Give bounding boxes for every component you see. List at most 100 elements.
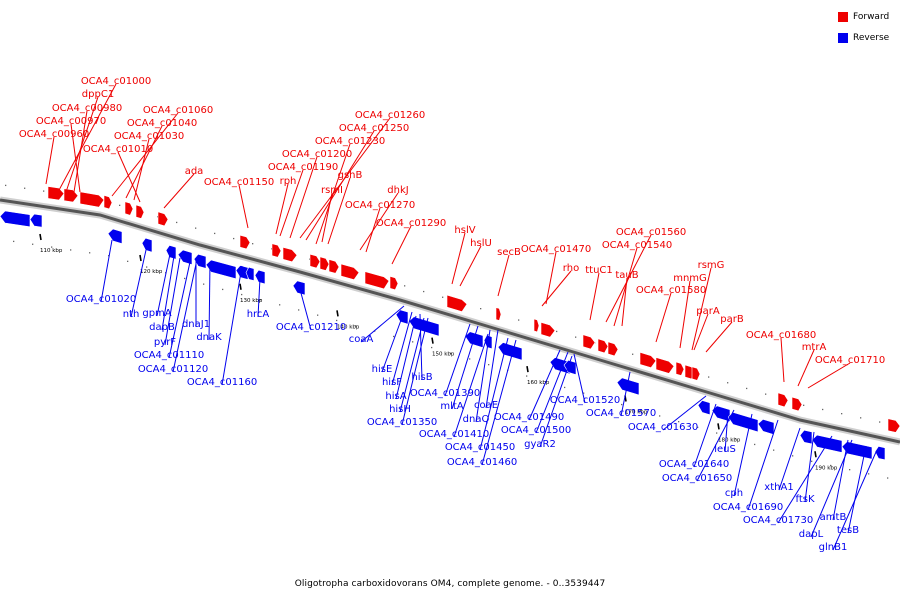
guide-dot — [195, 227, 197, 229]
reverse-swatch — [838, 33, 848, 43]
guide-dot — [879, 421, 881, 423]
guide-dot — [564, 386, 566, 389]
forward-swatch — [838, 12, 848, 22]
reverse-label: hisE — [372, 364, 393, 375]
map-caption: Oligotropha carboxidovorans OM4, complet… — [294, 579, 606, 589]
reverse-label: OCA4_c01630 — [628, 422, 698, 433]
tick-mark — [814, 451, 817, 458]
leader-line — [747, 419, 779, 511]
guide-dot — [659, 415, 661, 417]
leader-line — [541, 270, 572, 307]
forward-gene — [777, 392, 789, 408]
forward-label: OCA4_c00970 — [36, 116, 106, 127]
guide-dot — [640, 409, 642, 411]
guide-dot — [556, 330, 558, 333]
forward-label: OCA4_c01580 — [636, 285, 706, 296]
guide-dot — [792, 455, 794, 457]
leader-line — [117, 151, 141, 203]
leader-line — [279, 169, 304, 237]
guide-dot — [423, 290, 425, 293]
guide-dot — [716, 432, 718, 434]
guide-dot — [754, 443, 756, 446]
leader-line — [45, 136, 55, 185]
tick-label: 140 kbp — [337, 324, 360, 330]
reverse-label: coaE — [474, 400, 498, 411]
forward-gene — [691, 366, 701, 381]
guide-dot — [811, 460, 813, 462]
guide-dot — [442, 296, 444, 298]
leader-line — [164, 257, 181, 346]
reverse-label: hisF — [382, 377, 402, 388]
guide-dot — [841, 413, 843, 415]
leader-line — [691, 267, 712, 351]
reverse-gene — [235, 265, 249, 280]
leader-line — [679, 280, 691, 349]
leader-line — [391, 225, 412, 265]
leader-line — [589, 272, 600, 321]
leader-line — [497, 254, 510, 297]
leader-line — [847, 445, 867, 534]
tick-mark — [717, 423, 720, 430]
forward-label: rph — [280, 176, 297, 187]
guide-dot — [43, 190, 45, 192]
leader-line — [168, 261, 191, 359]
reverse-label: OCA4_c01410 — [419, 429, 489, 440]
guide-dot — [849, 469, 851, 471]
forward-label: OCA4_c01560 — [616, 227, 686, 238]
leader-line — [613, 247, 638, 327]
guide-dot — [746, 387, 748, 390]
reverse-gene — [711, 405, 731, 423]
guide-dot — [860, 417, 862, 419]
leader-line — [163, 173, 195, 209]
tick-label: 110 kbp — [40, 248, 63, 254]
guide-dot — [887, 477, 889, 479]
forward-gene — [124, 201, 134, 216]
forward-label: hslU — [470, 238, 492, 249]
leader-line — [535, 351, 569, 434]
forward-gene — [791, 396, 803, 412]
guide-dot — [488, 364, 490, 366]
reverse-gene — [757, 418, 775, 436]
reverse-gene — [727, 412, 759, 433]
tick-mark — [139, 254, 142, 262]
leader-line — [545, 251, 557, 305]
leader-line — [315, 143, 351, 245]
leader-line — [733, 413, 753, 497]
forward-gene — [328, 259, 340, 274]
forward-gene — [887, 418, 900, 433]
guide-dot — [146, 266, 148, 268]
forward-label: tauB — [615, 270, 638, 281]
leader-line — [395, 315, 417, 400]
guide-dot — [260, 299, 262, 301]
reverse-gene — [29, 213, 43, 228]
guide-dot — [765, 393, 767, 395]
guide-dot — [271, 248, 273, 250]
legend-reverse-label: Reverse — [853, 33, 890, 43]
leader-line — [662, 395, 707, 431]
leader-line — [359, 192, 399, 251]
leader-line — [133, 138, 150, 201]
leader-line — [161, 255, 175, 331]
guide-dot — [108, 255, 110, 257]
leader-line — [481, 339, 517, 466]
forward-label: OCA4_c01190 — [268, 162, 338, 173]
forward-gene — [271, 243, 282, 258]
forward-label: rsmG — [698, 260, 725, 271]
tick-label: 170 kbp — [625, 410, 648, 416]
forward-gene — [639, 351, 657, 369]
forward-label: rsmI — [321, 185, 343, 196]
reverse-label: OCA4_c01730 — [743, 515, 813, 526]
forward-gene — [540, 321, 556, 338]
guide-dot — [127, 260, 129, 262]
reverse-gene — [205, 259, 237, 280]
reverse-label: glnB1 — [819, 542, 848, 553]
reverse-label: amtB — [820, 512, 847, 523]
forward-label: OCA4_c01470 — [521, 244, 591, 255]
guide-dot — [697, 426, 699, 428]
leader-line — [479, 337, 509, 451]
forward-label: OCA4_c01260 — [355, 110, 425, 121]
tick-mark — [431, 337, 434, 344]
forward-gene — [282, 246, 298, 263]
guide-dot — [583, 392, 585, 394]
leader-line — [655, 292, 672, 343]
